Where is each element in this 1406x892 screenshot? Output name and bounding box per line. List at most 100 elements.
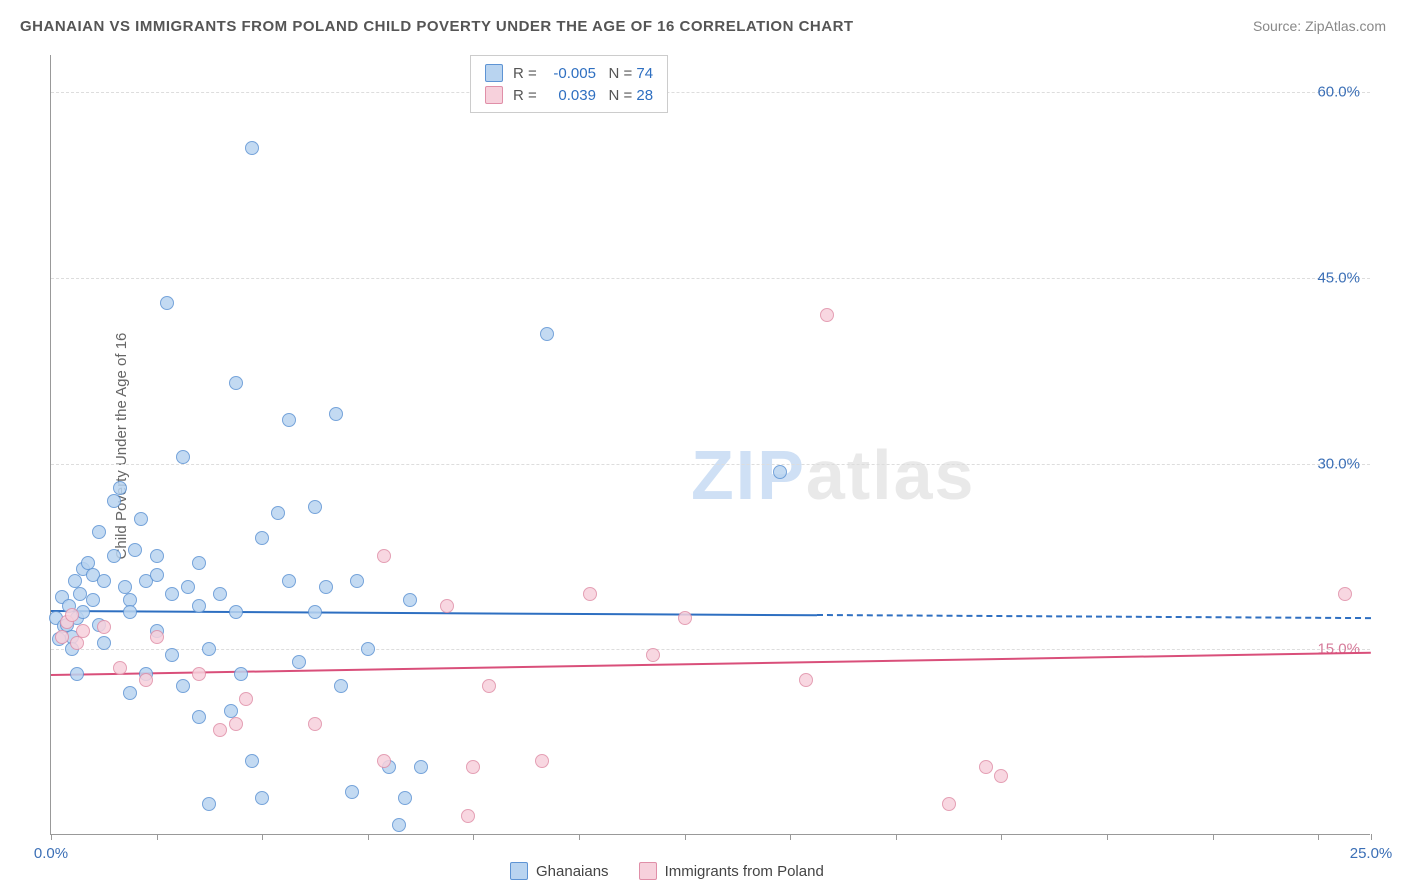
x-tick bbox=[1213, 834, 1214, 840]
data-point bbox=[55, 630, 69, 644]
data-point bbox=[319, 580, 333, 594]
data-point bbox=[176, 450, 190, 464]
data-point bbox=[70, 636, 84, 650]
data-point bbox=[139, 673, 153, 687]
data-point bbox=[308, 717, 322, 731]
data-point bbox=[773, 465, 787, 479]
legend-series: Ghanaians Immigrants from Poland bbox=[510, 862, 824, 880]
data-point bbox=[213, 723, 227, 737]
gridline bbox=[51, 649, 1370, 650]
data-point bbox=[107, 549, 121, 563]
x-tick bbox=[262, 834, 263, 840]
data-point bbox=[65, 608, 79, 622]
gridline bbox=[51, 278, 1370, 279]
x-tick bbox=[685, 834, 686, 840]
data-point bbox=[979, 760, 993, 774]
x-tick bbox=[473, 834, 474, 840]
x-tick bbox=[368, 834, 369, 840]
watermark: ZIPatlas bbox=[691, 435, 975, 515]
data-point bbox=[192, 599, 206, 613]
data-point bbox=[70, 667, 84, 681]
data-point bbox=[245, 754, 259, 768]
x-tick bbox=[1107, 834, 1108, 840]
data-point bbox=[308, 605, 322, 619]
chart-container: GHANAIAN VS IMMIGRANTS FROM POLAND CHILD… bbox=[0, 0, 1406, 892]
data-point bbox=[403, 593, 417, 607]
x-tick bbox=[579, 834, 580, 840]
data-point bbox=[134, 512, 148, 526]
data-point bbox=[150, 549, 164, 563]
data-point bbox=[361, 642, 375, 656]
data-point bbox=[461, 809, 475, 823]
x-tick-label: 25.0% bbox=[1350, 845, 1393, 862]
data-point bbox=[97, 620, 111, 634]
data-point bbox=[535, 754, 549, 768]
data-point bbox=[107, 494, 121, 508]
data-point bbox=[466, 760, 480, 774]
data-point bbox=[994, 769, 1008, 783]
data-point bbox=[213, 587, 227, 601]
data-point bbox=[1338, 587, 1352, 601]
data-point bbox=[92, 525, 106, 539]
legend-row: R = 0.039 N = 28 bbox=[485, 84, 653, 106]
data-point bbox=[160, 296, 174, 310]
x-tick bbox=[1371, 834, 1372, 840]
data-point bbox=[202, 797, 216, 811]
data-point bbox=[202, 642, 216, 656]
data-point bbox=[377, 754, 391, 768]
gridline bbox=[51, 464, 1370, 465]
data-point bbox=[229, 717, 243, 731]
data-point bbox=[150, 630, 164, 644]
data-point bbox=[255, 791, 269, 805]
data-point bbox=[165, 587, 179, 601]
legend-row: R = -0.005 N = 74 bbox=[485, 62, 653, 84]
x-tick-label: 0.0% bbox=[34, 845, 68, 862]
data-point bbox=[192, 710, 206, 724]
data-point bbox=[329, 407, 343, 421]
trend-line bbox=[817, 614, 1371, 619]
data-point bbox=[377, 549, 391, 563]
plot-area: ZIPatlas 15.0%30.0%45.0%60.0%0.0%25.0% bbox=[50, 55, 1370, 835]
data-point bbox=[192, 556, 206, 570]
y-tick-label: 30.0% bbox=[1317, 455, 1360, 472]
gridline bbox=[51, 92, 1370, 93]
x-tick bbox=[1001, 834, 1002, 840]
data-point bbox=[345, 785, 359, 799]
watermark-atlas: atlas bbox=[806, 436, 976, 514]
data-point bbox=[398, 791, 412, 805]
data-point bbox=[282, 413, 296, 427]
data-point bbox=[73, 587, 87, 601]
data-point bbox=[86, 593, 100, 607]
data-point bbox=[540, 327, 554, 341]
legend-label: Immigrants from Poland bbox=[665, 863, 824, 880]
data-point bbox=[414, 760, 428, 774]
data-point bbox=[799, 673, 813, 687]
data-point bbox=[646, 648, 660, 662]
data-point bbox=[150, 568, 164, 582]
data-point bbox=[128, 543, 142, 557]
legend-item: Immigrants from Poland bbox=[639, 862, 824, 880]
data-point bbox=[482, 679, 496, 693]
data-point bbox=[350, 574, 364, 588]
data-point bbox=[229, 605, 243, 619]
data-point bbox=[334, 679, 348, 693]
legend-swatch bbox=[639, 862, 657, 880]
y-tick-label: 45.0% bbox=[1317, 269, 1360, 286]
data-point bbox=[678, 611, 692, 625]
data-point bbox=[440, 599, 454, 613]
legend-correlation: R = -0.005 N = 74 R = 0.039 N = 28 bbox=[470, 55, 668, 113]
legend-stats: R = 0.039 N = 28 bbox=[513, 87, 653, 104]
trend-line bbox=[51, 652, 1371, 676]
chart-title: GHANAIAN VS IMMIGRANTS FROM POLAND CHILD… bbox=[20, 18, 854, 35]
trend-line bbox=[51, 610, 817, 616]
legend-item: Ghanaians bbox=[510, 862, 609, 880]
data-point bbox=[97, 636, 111, 650]
x-tick bbox=[896, 834, 897, 840]
data-point bbox=[97, 574, 111, 588]
x-tick bbox=[157, 834, 158, 840]
data-point bbox=[234, 667, 248, 681]
data-point bbox=[271, 506, 285, 520]
data-point bbox=[165, 648, 179, 662]
data-point bbox=[181, 580, 195, 594]
data-point bbox=[292, 655, 306, 669]
